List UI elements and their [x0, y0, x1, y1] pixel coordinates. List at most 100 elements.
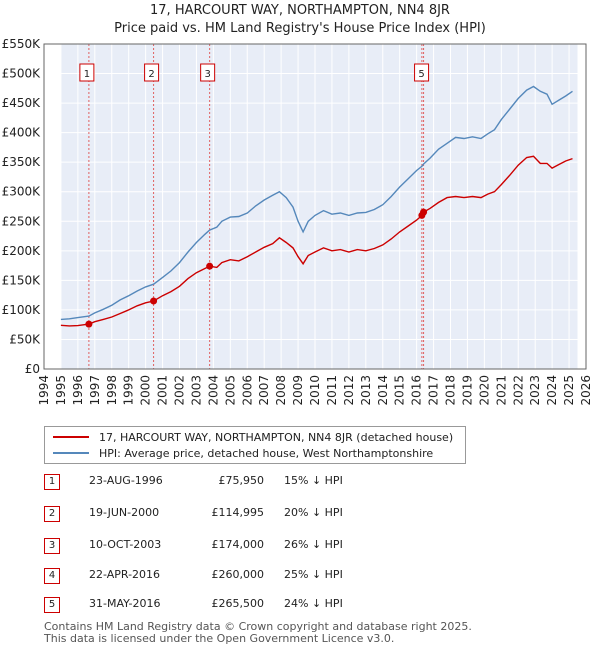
transaction-number: 2	[44, 506, 60, 522]
y-tick-label: £150K	[2, 273, 42, 287]
legend-swatch-hpi	[53, 452, 89, 454]
x-tick-label: 2007	[257, 375, 271, 406]
x-tick-label: 2021	[494, 375, 508, 406]
plot-border	[43, 43, 587, 370]
transaction-price: £174,000	[211, 538, 265, 551]
sale-marker-label: 2	[148, 69, 154, 80]
series-line-hpi	[60, 85, 573, 321]
sale-point	[420, 208, 428, 216]
x-tick-label: 1995	[54, 375, 68, 406]
sale-marker-box: 3	[200, 63, 216, 82]
transaction-hpi: 15% ↓ HPI	[284, 474, 343, 487]
transaction-number: 1	[44, 474, 60, 490]
transaction-number: 5	[44, 597, 60, 613]
x-tick-label: 2024	[545, 375, 559, 406]
y-tick-label: £400K	[2, 126, 42, 140]
x-tick-label: 1994	[37, 375, 51, 406]
chart-title: 17, HARCOURT WAY, NORTHAMPTON, NN4 8JR	[150, 3, 450, 18]
x-tick-label: 1999	[122, 375, 136, 406]
x-tick-label: 2001	[156, 375, 170, 406]
x-tick-label: 2012	[342, 375, 356, 406]
transaction-price: £75,950	[218, 474, 265, 487]
transaction-hpi: 24% ↓ HPI	[284, 597, 343, 610]
y-tick-label: £0	[25, 362, 40, 376]
x-tick-label: 2016	[410, 375, 424, 406]
shaded-region	[44, 44, 61, 369]
x-tick-label: 2026	[579, 375, 593, 406]
sale-point	[85, 320, 93, 328]
sale-marker-label: 5	[418, 69, 424, 80]
legend-swatch-property	[53, 436, 89, 438]
x-tick-label: 2023	[528, 375, 542, 406]
transaction-row: 2 19-JUN-2000 £114,995 20% ↓ HPI	[44, 506, 464, 522]
footer-copyright: Contains HM Land Registry data © Crown c…	[44, 620, 472, 633]
sale-marker-box-frame	[144, 63, 160, 82]
x-tick-label: 1998	[105, 375, 119, 406]
y-tick-label: £200K	[2, 244, 42, 258]
transaction-number: 3	[44, 538, 60, 554]
transaction-date: 31-MAY-2016	[89, 597, 161, 610]
y-tick-label: £500K	[2, 67, 42, 81]
chart-subtitle: Price paid vs. HM Land Registry's House …	[114, 21, 486, 36]
x-tick-label: 1996	[71, 375, 85, 406]
x-tick-label: 2019	[460, 375, 474, 406]
sale-marker-label: 1	[84, 69, 90, 80]
legend-item-property: 17, HARCOURT WAY, NORTHAMPTON, NN4 8JR (…	[53, 429, 453, 445]
x-tick-label: 2015	[393, 375, 407, 406]
transaction-row: 5 31-MAY-2016 £265,500 24% ↓ HPI	[44, 597, 464, 613]
x-tick-label: 2005	[223, 375, 237, 406]
transaction-hpi: 20% ↓ HPI	[284, 506, 343, 519]
x-tick-label: 2011	[325, 375, 339, 406]
x-tick-label: 2017	[427, 375, 441, 406]
sale-marker-label: 3	[204, 69, 210, 80]
x-tick-label: 2008	[274, 375, 288, 406]
y-tick-label: £350K	[2, 155, 42, 169]
y-tick-label: £50K	[9, 332, 41, 346]
transaction-row: 3 10-OCT-2003 £174,000 26% ↓ HPI	[44, 538, 464, 554]
transaction-date: 22-APR-2016	[89, 568, 161, 581]
x-tick-label: 2004	[206, 375, 220, 406]
y-tick-label: £550K	[2, 37, 42, 51]
legend-item-hpi: HPI: Average price, detached house, West…	[53, 445, 433, 461]
transaction-price: £114,995	[211, 506, 265, 519]
transaction-row: 1 23-AUG-1996 £75,950 15% ↓ HPI	[44, 474, 464, 490]
y-tick-label: £300K	[2, 185, 42, 199]
transaction-hpi: 25% ↓ HPI	[284, 568, 343, 581]
transaction-price: £260,000	[211, 568, 265, 581]
transaction-price: £265,500	[211, 597, 265, 610]
sale-marker-box-frame	[79, 63, 95, 82]
sale-marker-box-frame	[200, 63, 216, 82]
sale-marker-box: 2	[144, 63, 160, 82]
x-tick-label: 2014	[376, 375, 390, 406]
footer-licence: This data is licensed under the Open Gov…	[44, 632, 395, 645]
transaction-date: 10-OCT-2003	[89, 538, 162, 551]
x-tick-label: 2002	[173, 375, 187, 406]
x-tick-label: 1997	[88, 375, 102, 406]
x-tick-label: 2020	[477, 375, 491, 406]
x-tick-label: 2025	[562, 375, 576, 406]
x-tick-label: 2013	[359, 375, 373, 406]
legend: 17, HARCOURT WAY, NORTHAMPTON, NN4 8JR (…	[44, 426, 466, 464]
sale-marker-box-frame	[414, 63, 430, 82]
x-tick-label: 2009	[291, 375, 305, 406]
x-tick-label: 2000	[139, 375, 153, 406]
transaction-row: 4 22-APR-2016 £260,000 25% ↓ HPI	[44, 568, 464, 584]
sale-point	[206, 262, 214, 270]
y-tick-label: £100K	[2, 303, 42, 317]
x-tick-label: 2003	[189, 375, 203, 406]
transaction-date: 19-JUN-2000	[89, 506, 160, 519]
transaction-date: 23-AUG-1996	[89, 474, 163, 487]
y-tick-label: £450K	[2, 96, 42, 110]
legend-label-hpi: HPI: Average price, detached house, West…	[99, 446, 434, 460]
y-tick-label: £250K	[2, 214, 42, 228]
price-chart: £0 £50K £100K £150K £200K £250K £300K £350K £400…	[2, 37, 593, 406]
transaction-number: 4	[44, 568, 60, 584]
x-tick-label: 2022	[511, 375, 525, 406]
x-tick-label: 2010	[308, 375, 322, 406]
x-tick-label: 2018	[444, 375, 458, 406]
legend-label-property: 17, HARCOURT WAY, NORTHAMPTON, NN4 8JR (…	[99, 430, 454, 444]
sale-marker-box: 1	[79, 63, 95, 82]
shaded-region	[577, 44, 586, 369]
sale-marker-box: 5	[414, 63, 430, 82]
sale-point	[150, 297, 158, 305]
